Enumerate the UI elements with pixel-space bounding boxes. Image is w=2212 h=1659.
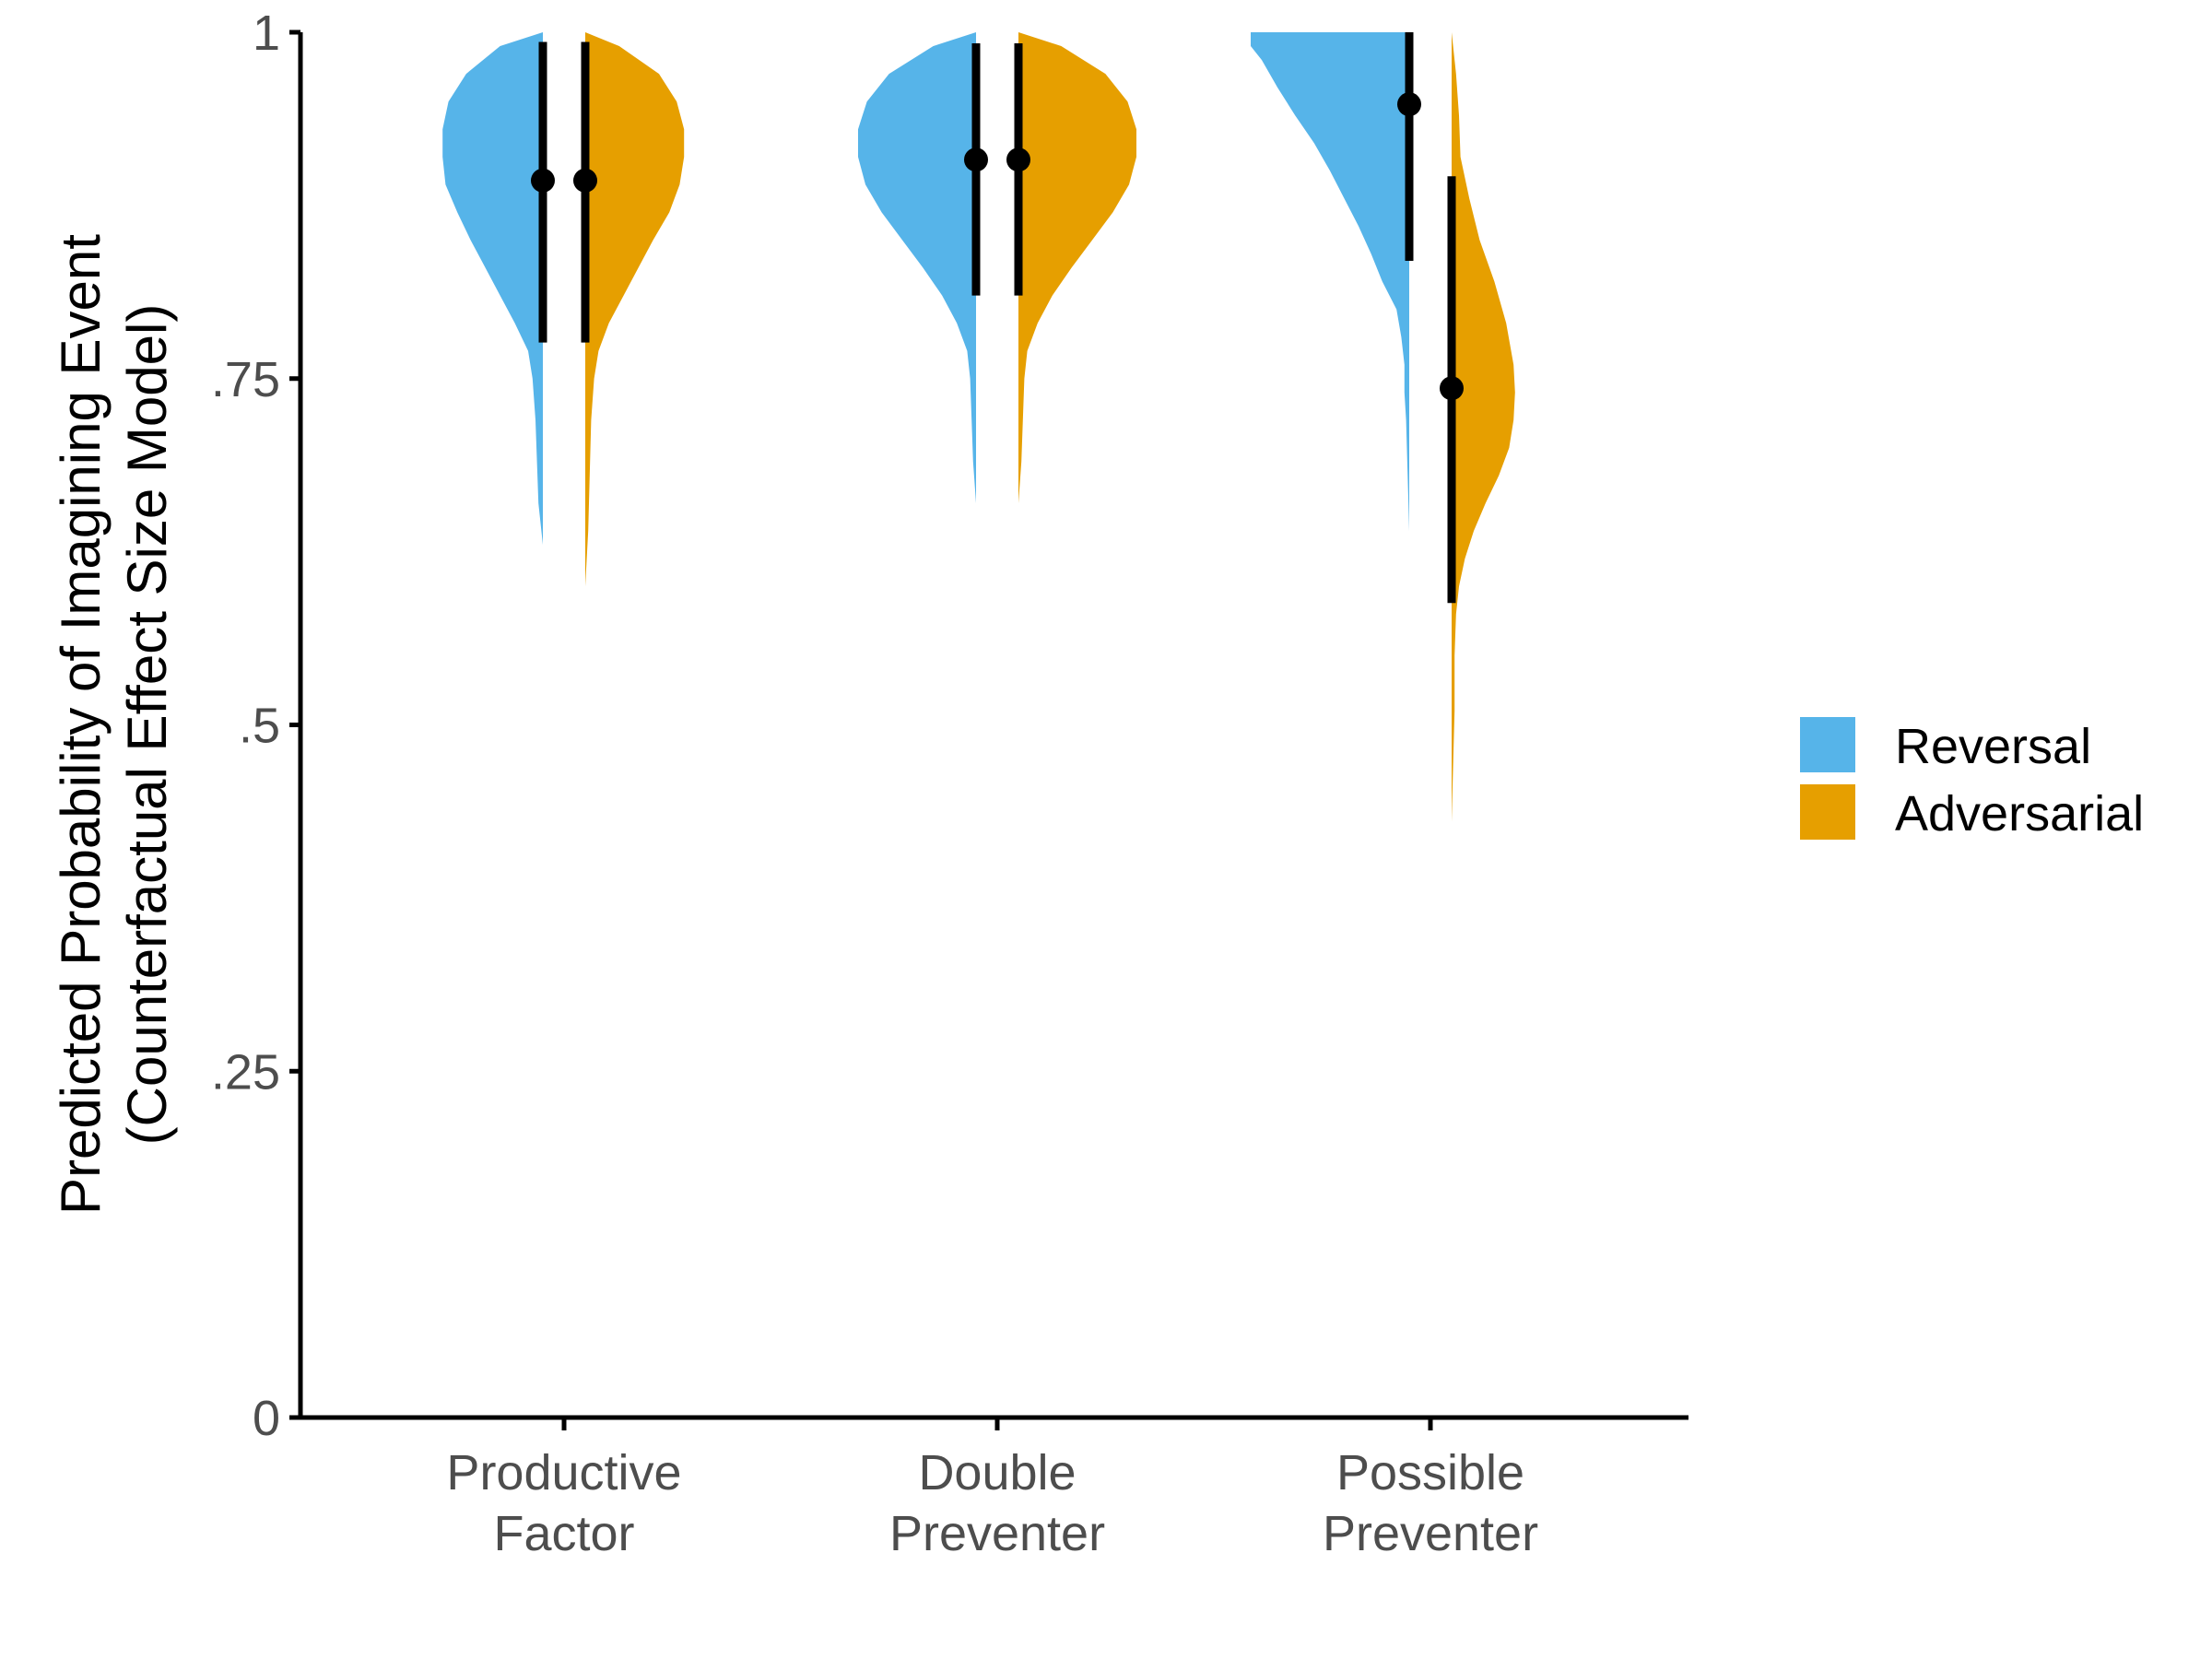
y-axis-title-line-1: Predicted Probability of Imagining Event (50, 234, 112, 1215)
y-tick-label-0: 0 (253, 1391, 280, 1446)
y-axis-title: Predicted Probability of Imagining Event… (50, 234, 178, 1215)
estimate-point-adversarial-0 (573, 168, 597, 193)
legend-label-adversarial: Adversarial (1895, 786, 2144, 841)
estimate-point-adversarial-1 (1006, 147, 1030, 172)
x-tick-label-1-line-1: Preventer (889, 1506, 1105, 1561)
estimate-point-adversarial-2 (1440, 376, 1464, 401)
legend-label-reversal: Reversal (1895, 719, 2091, 774)
legend: Reversal Adversarial (1800, 717, 2144, 841)
violin-reversal-2 (1251, 32, 1409, 532)
violin-adversarial-1 (1018, 32, 1136, 504)
violin-adversarial-2 (1452, 32, 1515, 822)
estimate-point-reversal-1 (964, 147, 988, 172)
x-tick-label-0-line-0: Productive (446, 1445, 681, 1500)
y-tick-label-1: .25 (211, 1044, 280, 1100)
violin-layer (442, 32, 1515, 822)
estimate-point-reversal-2 (1397, 92, 1421, 117)
x-tick-label-2-line-0: Possible (1336, 1445, 1524, 1500)
violin-reversal-0 (442, 32, 543, 546)
x-tick-label-1-line-0: Double (918, 1445, 1076, 1500)
legend-swatch-adversarial (1800, 784, 1855, 840)
violin-reversal-1 (858, 32, 976, 504)
estimate-point-reversal-0 (531, 168, 555, 193)
y-ticks: 0 .25 .5 .75 1 (211, 6, 300, 1446)
violin-adversarial-0 (585, 32, 685, 587)
x-tick-label-2-line-1: Preventer (1323, 1506, 1538, 1561)
y-tick-label-4: 1 (253, 6, 280, 61)
y-tick-label-3: .75 (211, 352, 280, 407)
x-tick-label-0-line-1: Factor (493, 1506, 634, 1561)
estimate-point-layer (531, 92, 1464, 401)
x-ticks: Productive Factor Double Preventer Possible P… (446, 1418, 1538, 1561)
legend-swatch-reversal (1800, 717, 1855, 772)
y-tick-label-2: .5 (239, 699, 280, 754)
y-axis-title-line-2: (Counterfactual Effect Size Model) (116, 304, 178, 1146)
